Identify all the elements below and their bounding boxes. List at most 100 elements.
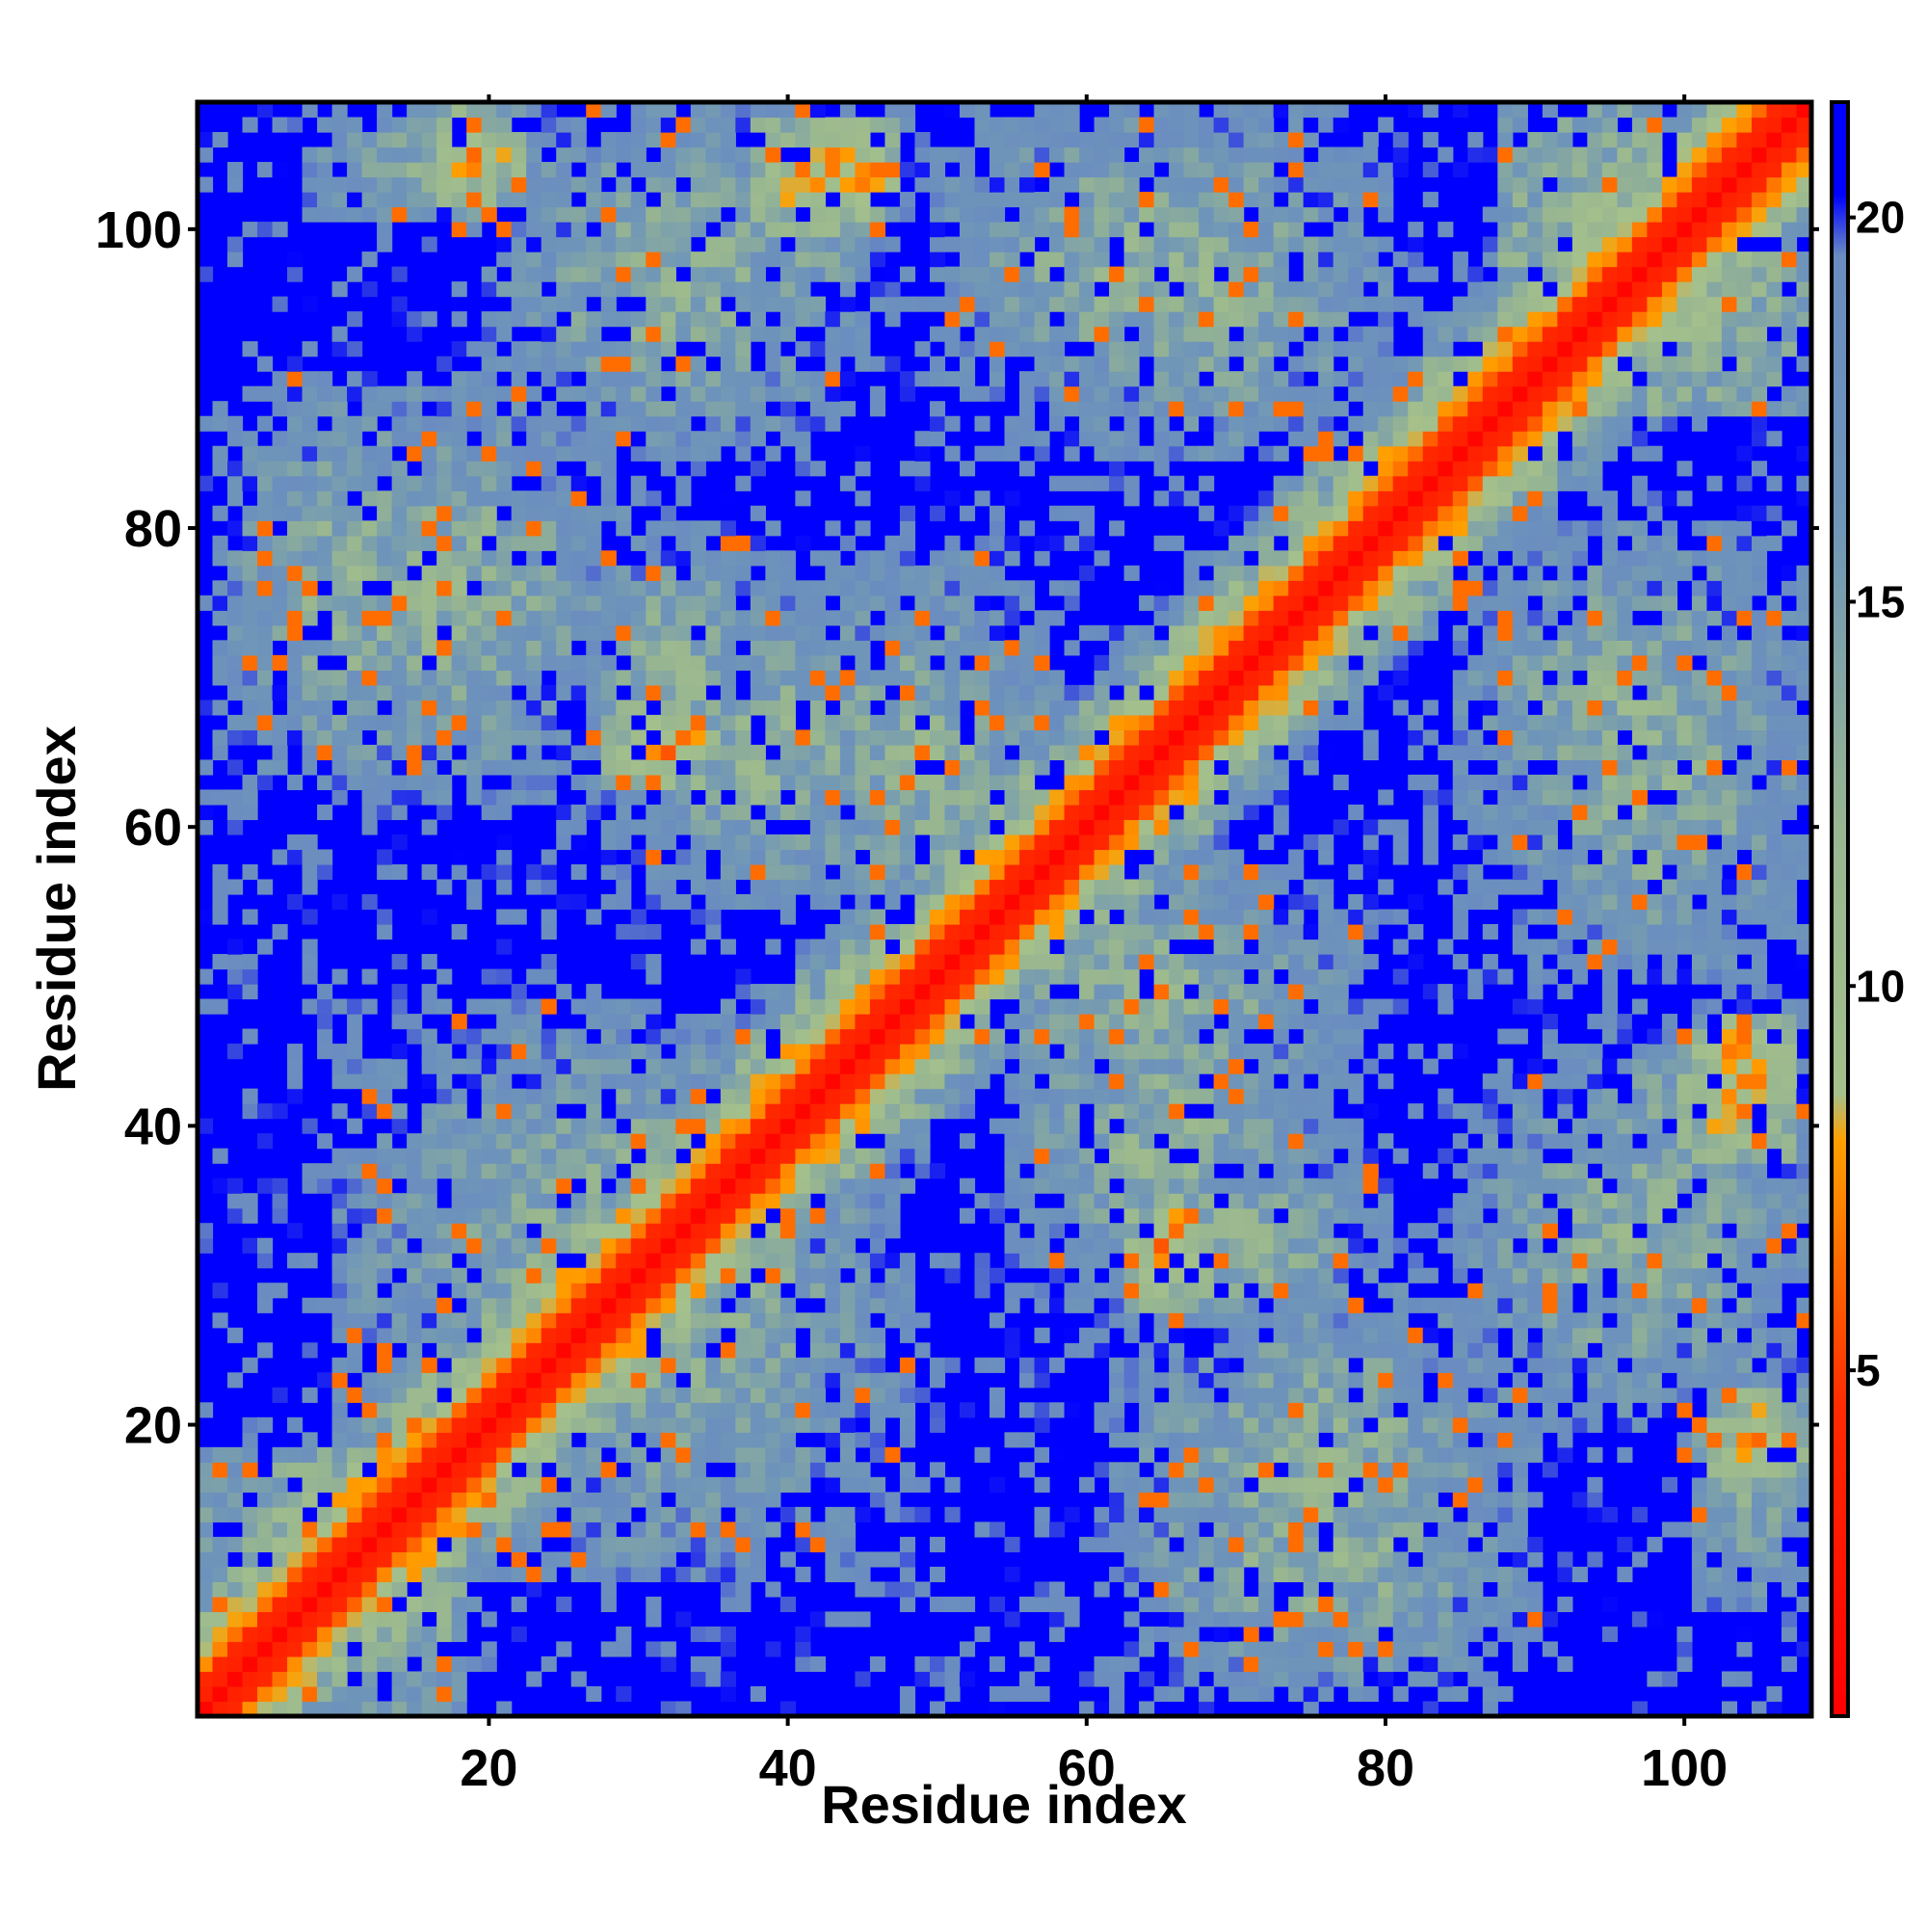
heatmap-cell	[1183, 954, 1200, 970]
heatmap-cell	[451, 162, 467, 178]
heatmap-cell	[750, 1342, 766, 1359]
heatmap-cell	[884, 834, 901, 851]
heatmap-cell	[779, 640, 796, 656]
heatmap-cell	[660, 1522, 676, 1538]
heatmap-cell	[1153, 1506, 1170, 1522]
heatmap-cell	[1123, 744, 1140, 761]
heatmap-cell	[809, 1536, 826, 1552]
heatmap-cell	[1034, 1596, 1050, 1613]
heatmap-cell	[944, 1058, 961, 1074]
heatmap-cell	[1064, 222, 1080, 238]
heatmap-cell	[1109, 968, 1125, 985]
heatmap-cell	[646, 1237, 662, 1254]
heatmap-cell	[825, 968, 841, 985]
heatmap-cell	[227, 1492, 244, 1508]
heatmap-cell	[1034, 102, 1050, 119]
heatmap-cell	[556, 146, 572, 163]
heatmap-cell	[630, 670, 647, 686]
heatmap-cell	[391, 744, 408, 761]
heatmap-cell	[646, 595, 662, 611]
heatmap-cell	[929, 879, 946, 895]
heatmap-cell	[1109, 1671, 1125, 1687]
heatmap-cell	[361, 1372, 378, 1389]
heatmap-cell	[257, 1492, 274, 1508]
heatmap-cell	[750, 371, 766, 387]
heatmap-cell	[675, 1207, 692, 1224]
heatmap-cell	[720, 1372, 736, 1389]
heatmap-cell	[1169, 1685, 1185, 1703]
heatmap-cell	[377, 385, 393, 402]
heatmap-cell	[1139, 311, 1155, 328]
heatmap-cell	[526, 222, 542, 238]
heatmap-cell	[436, 192, 453, 208]
heatmap-cell	[899, 117, 916, 133]
heatmap-cell	[660, 1446, 676, 1463]
heatmap-cell	[646, 1387, 662, 1403]
heatmap-cell	[616, 610, 632, 626]
heatmap-cell	[391, 266, 408, 282]
heatmap-cell	[1004, 341, 1020, 357]
heatmap-cell	[511, 1596, 527, 1613]
heatmap-cell	[646, 550, 662, 567]
heatmap-cell	[1079, 415, 1095, 432]
heatmap-cell	[869, 222, 886, 238]
heatmap-cell	[750, 311, 766, 328]
heatmap-cell	[242, 117, 258, 133]
heatmap-cell	[1064, 580, 1080, 596]
heatmap-cell	[660, 819, 676, 835]
heatmap-cell	[556, 371, 572, 387]
heatmap-cell	[809, 1267, 826, 1284]
heatmap-cell	[212, 670, 228, 686]
heatmap-cell	[646, 132, 662, 148]
heatmap-cell	[869, 385, 886, 402]
heatmap-cell	[765, 700, 781, 716]
heatmap-cell	[1079, 1476, 1095, 1493]
heatmap-cell	[331, 281, 348, 298]
heatmap-cell	[451, 1058, 467, 1074]
heatmap-cell	[929, 1701, 946, 1717]
heatmap-cell	[735, 1058, 752, 1074]
heatmap-cell	[974, 550, 990, 567]
heatmap-cell	[331, 146, 348, 163]
heatmap-cell	[1153, 445, 1170, 462]
heatmap-cell	[616, 1327, 632, 1343]
heatmap-cell	[511, 670, 527, 686]
heatmap-cell	[705, 1372, 722, 1389]
heatmap-cell	[705, 1133, 722, 1150]
heatmap-cell	[1123, 1462, 1140, 1478]
heatmap-cell	[705, 1655, 722, 1673]
heatmap-cell	[779, 774, 796, 791]
heatmap-cell	[1064, 236, 1080, 252]
heatmap-cell	[407, 1028, 423, 1045]
heatmap-cell	[825, 1223, 841, 1239]
heatmap-cell	[227, 789, 244, 806]
heatmap-cell	[361, 1253, 378, 1269]
heatmap-cell	[556, 341, 572, 357]
heatmap-cell	[556, 192, 572, 208]
heatmap-cell	[511, 251, 527, 268]
heatmap-cell	[287, 1551, 304, 1568]
heatmap-cell	[825, 385, 841, 402]
heatmap-cell	[481, 176, 497, 193]
heatmap-cell	[198, 998, 214, 1015]
heatmap-cell	[779, 610, 796, 626]
heatmap-cell	[331, 1237, 348, 1254]
heatmap-cell	[944, 909, 961, 925]
heatmap-cell	[212, 789, 228, 806]
heatmap-cell	[257, 1566, 274, 1583]
heatmap-cell	[974, 654, 990, 671]
heatmap-cell	[1153, 1432, 1170, 1448]
heatmap-cell	[600, 1551, 617, 1568]
heatmap-cell	[377, 102, 393, 119]
heatmap-cell	[944, 1357, 961, 1373]
heatmap-cell	[630, 311, 647, 328]
heatmap-cell	[720, 132, 736, 148]
heatmap-cell	[541, 1148, 557, 1164]
heatmap-cell	[496, 863, 513, 881]
heatmap-cell	[347, 580, 363, 596]
heatmap-cell	[630, 490, 647, 507]
heatmap-cell	[1153, 1058, 1170, 1074]
heatmap-cell	[795, 1626, 811, 1643]
heatmap-cell	[466, 1283, 483, 1299]
heatmap-cell	[989, 251, 1006, 268]
